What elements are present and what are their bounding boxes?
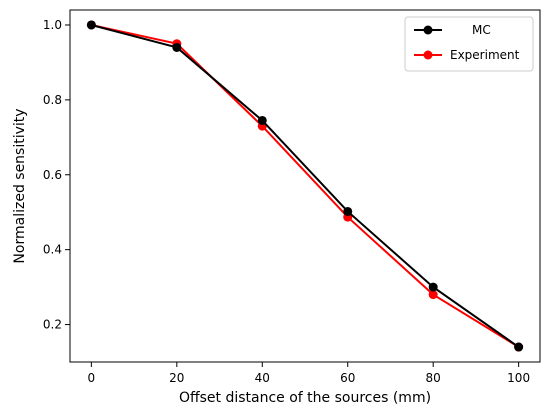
x-tick-label: 0 <box>88 371 96 385</box>
data-point-mc <box>257 115 267 125</box>
x-tick-label: 100 <box>507 371 530 385</box>
series-layer <box>86 20 524 352</box>
series-line-mc <box>91 24 520 348</box>
y-tick-label: 1.0 <box>43 18 62 32</box>
x-tick-label: 80 <box>426 371 441 385</box>
legend: MC Experiment <box>404 16 534 72</box>
legend-label-mc: MC <box>472 23 491 37</box>
legend-box <box>404 16 534 72</box>
plot-frame <box>69 9 541 363</box>
x-tick-label: 60 <box>340 371 355 385</box>
x-axis-label: Offset distance of the sources (mm) <box>179 390 431 406</box>
legend-label-experiment: Experiment <box>450 48 520 62</box>
y-tick-label: 0.4 <box>43 243 62 257</box>
x-tick-label: 20 <box>169 371 184 385</box>
y-tick-label: 0.6 <box>43 168 62 182</box>
x-axis-ticks: 0 20 40 60 80 100 <box>88 362 530 385</box>
y-tick-label: 0.8 <box>43 93 62 107</box>
y-axis-ticks: 0.2 0.4 0.6 0.8 1.0 <box>43 18 70 332</box>
data-point-mc <box>514 342 524 352</box>
series-line-experiment <box>91 24 520 348</box>
data-point-mc <box>428 282 438 292</box>
legend-marker-experiment <box>423 50 433 60</box>
data-point-experiment <box>428 290 438 300</box>
data-point-mc <box>343 206 353 216</box>
data-point-mc <box>172 42 182 52</box>
y-tick-label: 0.2 <box>43 318 62 332</box>
legend-marker-mc <box>423 25 433 35</box>
x-tick-label: 40 <box>255 371 270 385</box>
y-axis-label: Normalized sensitivity <box>12 108 28 263</box>
data-point-mc <box>86 20 96 30</box>
